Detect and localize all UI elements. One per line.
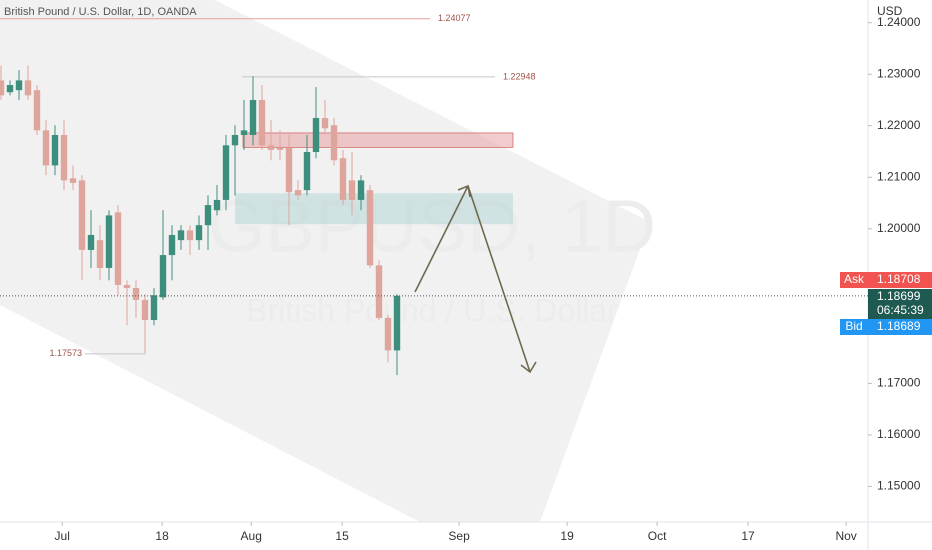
candle-body (123, 284, 131, 289)
candle-body (69, 178, 77, 183)
zone (242, 132, 514, 148)
candle-body (150, 295, 158, 321)
bid-value: 1.18689 (877, 319, 921, 333)
x-tick-label: Nov (835, 529, 856, 543)
y-tick-label: 1.17000 (877, 376, 921, 390)
candle-body (24, 80, 32, 96)
y-tick-label: 1.21000 (877, 169, 921, 183)
arrow-up (414, 185, 469, 293)
candle-body (114, 212, 122, 285)
candle-body (96, 240, 104, 268)
candle-body (393, 295, 401, 351)
y-tick-label: 1.20000 (877, 221, 921, 235)
candle-body (33, 90, 41, 131)
candle-body (51, 135, 59, 166)
last-price-value: 1.18699 (877, 289, 921, 303)
candle-body (6, 85, 14, 93)
ask-label: Ask (844, 272, 865, 286)
arrows (414, 184, 537, 374)
candle-body (15, 80, 23, 91)
y-tick-label: 1.24000 (877, 15, 921, 29)
axis-label: USD (877, 4, 903, 18)
candle-body (195, 225, 203, 241)
candle-body (321, 118, 329, 129)
candle-body (258, 99, 266, 146)
candle-body (249, 99, 257, 136)
candle-body (87, 234, 95, 250)
ask-box (868, 272, 932, 288)
candle-body (330, 125, 338, 161)
y-tick-label: 1.16000 (877, 427, 921, 441)
x-tick-label: Aug (241, 529, 262, 543)
ask-value: 1.18708 (877, 272, 921, 286)
candle-body (231, 135, 239, 146)
y-tick-label: 1.15000 (877, 479, 921, 493)
x-tick-label: 18 (155, 529, 169, 543)
candle-body (159, 255, 167, 298)
plot: 1.24077 1.22948 1.17573 (0, 13, 536, 376)
candle-body (267, 145, 275, 150)
level-label: 1.24077 (438, 13, 471, 23)
candle-body (222, 145, 230, 200)
candle-body (141, 299, 149, 321)
arrow-down (467, 185, 531, 373)
candle-body (348, 180, 356, 200)
x-tick-label: 15 (335, 529, 349, 543)
candle-body (357, 180, 365, 200)
candle-body (375, 265, 383, 318)
candle-body (312, 118, 320, 153)
candle-body (0, 80, 5, 96)
arrow-head (520, 361, 537, 374)
candle-body (303, 152, 311, 191)
candle-body (276, 147, 284, 150)
candle-body (60, 135, 68, 181)
candle-body (213, 199, 221, 211)
candle-body (132, 288, 140, 300)
zone (235, 193, 513, 225)
chart-title: British Pound / U.S. Dollar, 1D, OANDA (4, 6, 197, 18)
candle-body (204, 205, 212, 226)
channel (0, 0, 650, 522)
candle-body (168, 234, 176, 256)
watermark-subtitle: British Pound / U.S. Dollar (246, 292, 618, 328)
bid-box (868, 319, 932, 335)
bid-tag (840, 319, 868, 335)
candle-body (42, 130, 50, 166)
candle-body (186, 230, 194, 241)
candle-body (294, 190, 302, 196)
x-tick-label: Oct (648, 529, 667, 543)
level-label: 1.22948 (503, 71, 536, 81)
countdown: 06:45:39 (877, 303, 924, 317)
y-tick-label: 1.22000 (877, 118, 921, 132)
x-tick-label: 17 (741, 529, 755, 543)
candle-body (105, 215, 113, 268)
candle-body (366, 190, 374, 266)
candle-body (177, 230, 185, 241)
x-tick-label: Sep (448, 529, 470, 543)
candle-body (339, 158, 347, 200)
candle-body (384, 317, 392, 351)
x-tick-label: 19 (560, 529, 574, 543)
candle-body (78, 180, 86, 250)
last-price-box (868, 289, 932, 319)
y-tick-label: 1.23000 (877, 66, 921, 80)
x-tick-label: Jul (55, 529, 70, 543)
candle-body (285, 147, 293, 193)
candle-body (240, 130, 248, 136)
ask-tag (840, 272, 868, 288)
level-label: 1.17573 (49, 348, 82, 358)
bid-label: Bid (845, 319, 862, 333)
